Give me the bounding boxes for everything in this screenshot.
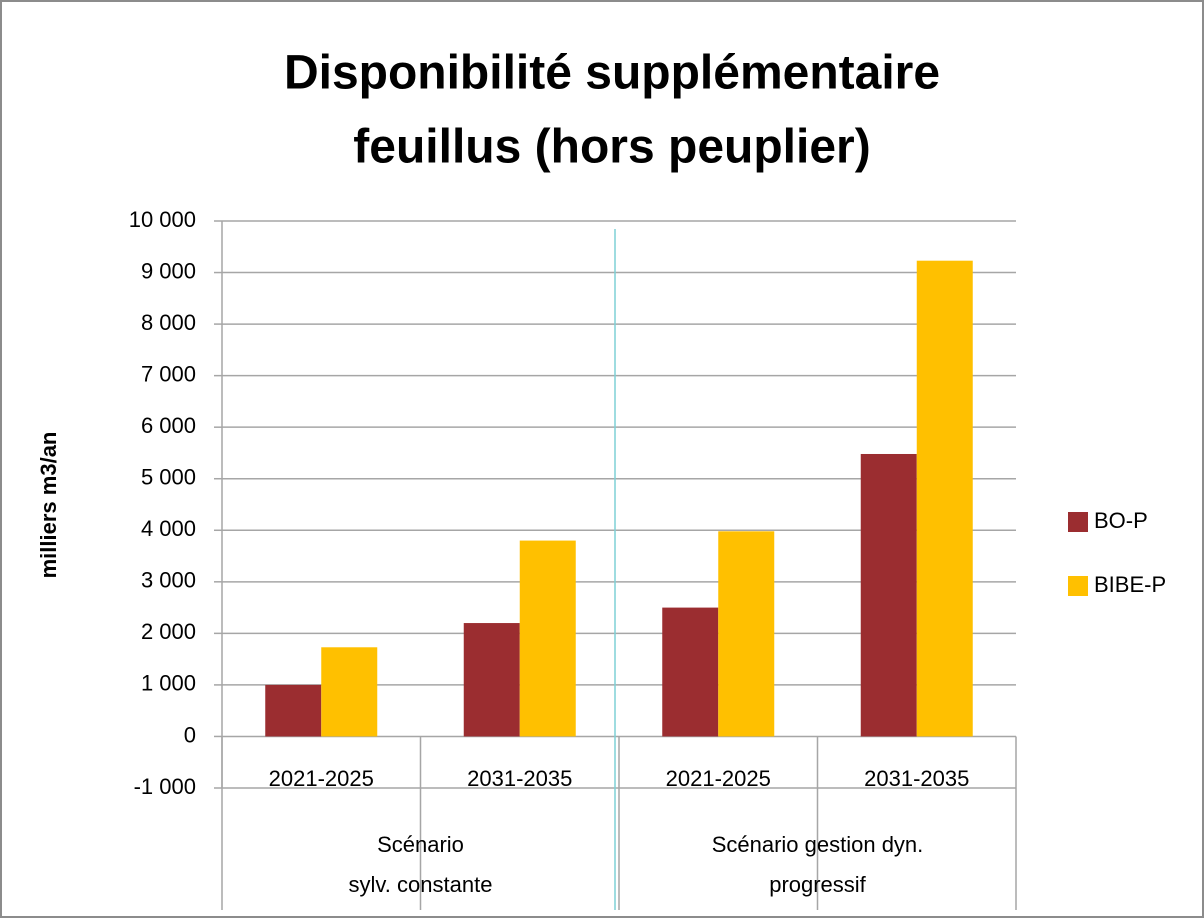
- y-tick-label: 10 000: [129, 207, 196, 232]
- x-tick-label: 2021-2025: [666, 766, 771, 791]
- y-tick-label: 2 000: [141, 619, 196, 644]
- x-tick-label: 2031-2035: [864, 766, 969, 791]
- legend-label: BIBE-P: [1094, 572, 1166, 597]
- bar: [519, 540, 576, 737]
- y-tick-label: 3 000: [141, 568, 196, 593]
- group-label: Scénario: [377, 832, 464, 857]
- bar: [860, 453, 917, 737]
- bar: [718, 531, 775, 737]
- legend-swatch: [1068, 576, 1088, 596]
- y-tick-label: -1 000: [134, 774, 196, 799]
- y-tick-label: 1 000: [141, 671, 196, 696]
- y-tick-label: 4 000: [141, 516, 196, 541]
- x-tick-label: 2031-2035: [467, 766, 572, 791]
- chart-title: feuillus (hors peuplier): [353, 121, 870, 174]
- x-tick-label: 2021-2025: [269, 766, 374, 791]
- y-tick-label: 7 000: [141, 361, 196, 386]
- group-label: sylv. constante: [349, 872, 493, 897]
- y-tick-label: 0: [184, 722, 196, 747]
- group-label: Scénario gestion dyn.: [712, 832, 924, 857]
- bar: [662, 607, 719, 737]
- legend-swatch: [1068, 512, 1088, 532]
- legend-label: BO-P: [1094, 508, 1148, 533]
- bar: [916, 260, 973, 737]
- y-tick-label: 6 000: [141, 413, 196, 438]
- chart-title: Disponibilité supplémentaire: [284, 47, 940, 100]
- bar: [265, 684, 322, 737]
- y-tick-label: 9 000: [141, 258, 196, 283]
- y-tick-label: 5 000: [141, 465, 196, 490]
- y-tick-label: 8 000: [141, 310, 196, 335]
- y-axis-label: milliers m3/an: [36, 432, 61, 579]
- bar: [463, 623, 520, 737]
- group-label: progressif: [769, 872, 866, 897]
- bar: [321, 647, 378, 737]
